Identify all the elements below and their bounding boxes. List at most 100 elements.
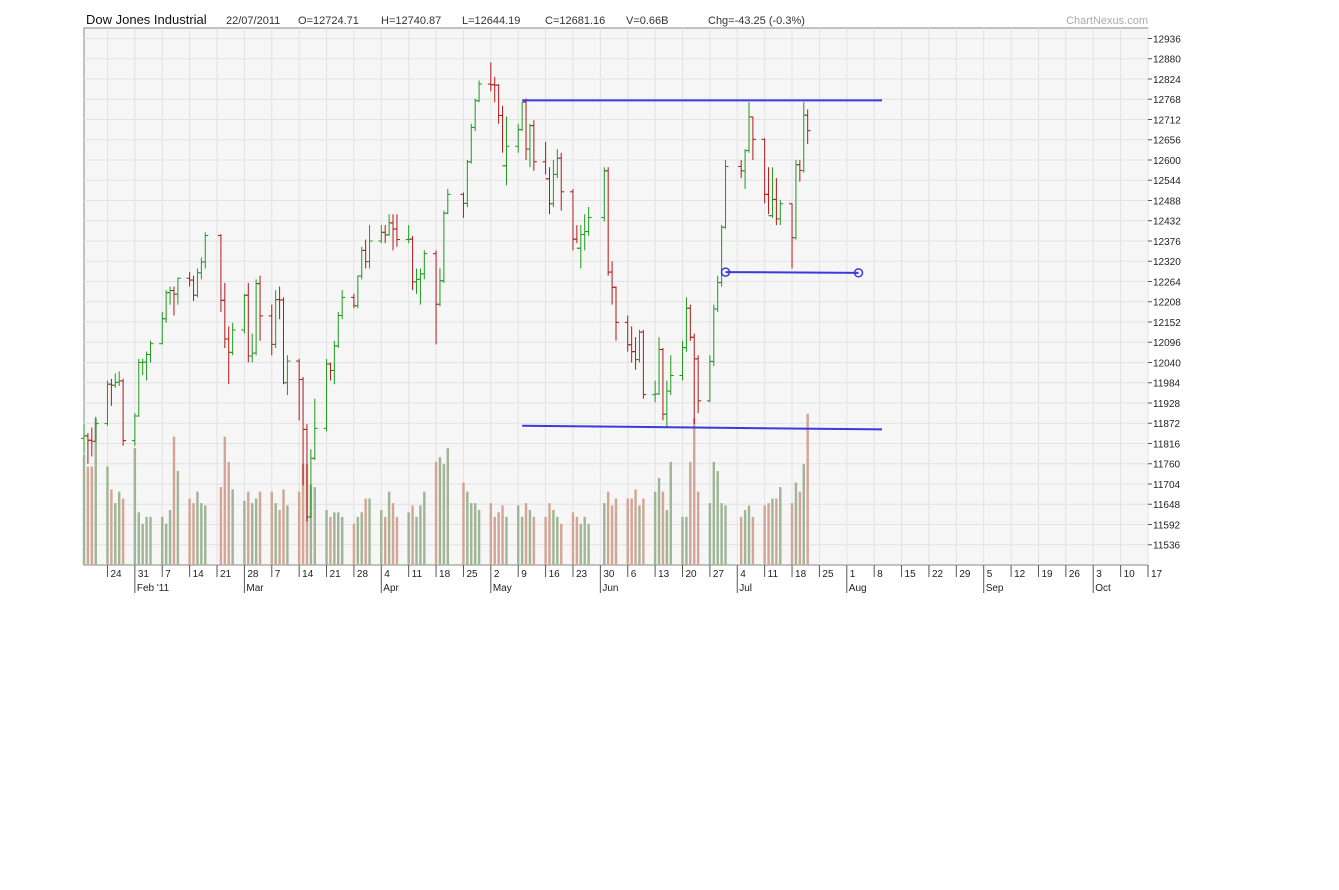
volume-bar [724, 505, 727, 565]
ohlc-bar [585, 207, 592, 236]
x-tick-label: 15 [905, 569, 917, 580]
x-tick-label: 4 [384, 569, 390, 580]
volume-bar [90, 466, 94, 565]
y-tick-label: 12824 [1153, 75, 1181, 86]
volume-bar [333, 512, 336, 565]
ohlc-bar [777, 199, 784, 226]
volume-bar [149, 516, 152, 565]
x-tick-label: 19 [1041, 569, 1053, 580]
volume-bar [771, 498, 774, 565]
y-tick-label: 12264 [1153, 277, 1181, 288]
volume-bar [419, 505, 422, 565]
ohlc-bar [476, 80, 483, 103]
x-tick-label: 11 [412, 569, 423, 580]
volume-bar [696, 491, 700, 565]
ohlc-bar [749, 116, 756, 160]
volume-bar [532, 516, 536, 565]
volume-bar [133, 448, 137, 565]
y-tick-label: 11648 [1153, 500, 1181, 511]
ohlc-bar [393, 214, 400, 247]
volume-bar [391, 503, 395, 565]
x-tick-label: 11 [768, 569, 779, 580]
volume-bar [172, 436, 176, 565]
ohlc-bar [147, 340, 154, 363]
y-tick-label: 11536 [1153, 541, 1181, 552]
x-tick-label: 23 [576, 569, 588, 580]
volume-bar [763, 505, 766, 565]
volume-bar [544, 516, 547, 565]
volume-bar [286, 505, 289, 565]
ohlc-bar [311, 398, 318, 461]
volume-bar [141, 523, 144, 565]
header-volume: V=0.66B [626, 15, 669, 27]
volume-bar [751, 516, 755, 565]
volume-bar [528, 510, 532, 565]
volume-bar [387, 491, 391, 565]
volume-bar [739, 516, 743, 565]
volume-bar [603, 503, 606, 565]
volume-bar [110, 489, 113, 565]
x-tick-label: 25 [466, 569, 478, 580]
y-tick-label: 12096 [1153, 338, 1181, 349]
volume-bar [520, 516, 524, 565]
trendline-handle [853, 268, 864, 278]
month-label: Sep [986, 583, 1004, 594]
x-tick-label: 21 [220, 569, 232, 580]
volume-bar [383, 516, 387, 565]
volume-bar [188, 498, 191, 565]
ohlc-bar [229, 322, 236, 356]
chart-header: Dow Jones Industrial 22/07/2011 O=12724.… [86, 12, 1148, 27]
x-axis: 24 31 7 14 21 28 7 14 21 28 4 11 18 25 2 9 16 23 30 6 13 20 27… [106, 565, 1163, 594]
volume-bar [415, 516, 418, 565]
y-tick-label: 12432 [1153, 217, 1181, 228]
x-tick-label: 27 [713, 569, 725, 580]
ohlc-bar [92, 416, 99, 443]
y-tick-label: 12320 [1153, 257, 1181, 268]
volume-bar [505, 516, 508, 565]
volume-bar [247, 491, 250, 565]
volume-bar [356, 516, 360, 565]
y-tick-label: 12656 [1153, 136, 1181, 147]
trendline [725, 271, 859, 274]
trendlines [522, 99, 883, 431]
volume-bar [587, 523, 590, 565]
volume-bar [301, 464, 305, 565]
x-tick-label: 30 [603, 569, 615, 580]
volume-bar [145, 516, 148, 565]
ohlc-bar [558, 152, 565, 211]
volume-bar [775, 498, 778, 565]
volume-bar [489, 503, 493, 565]
volume-bar [325, 510, 328, 565]
volume-bar [653, 491, 657, 565]
volume-bar [274, 503, 277, 565]
volume-bar [223, 436, 227, 565]
volume-bar [470, 503, 473, 565]
volume-bar [360, 512, 363, 565]
y-tick-label: 11704 [1153, 480, 1181, 491]
volume-bar [477, 510, 481, 565]
month-label: Oct [1095, 583, 1111, 594]
volume-bar [665, 510, 669, 565]
volume-bar [661, 491, 665, 565]
volume-bar [121, 498, 125, 565]
ohlc-bar [695, 355, 702, 414]
volume-bar [610, 505, 614, 565]
volume-bar [708, 503, 712, 565]
x-tick-label: 14 [302, 569, 314, 580]
volume-bar [297, 491, 301, 565]
y-tick-label: 12880 [1153, 55, 1181, 66]
x-tick-label: 24 [110, 569, 122, 580]
header-low: L=12644.19 [462, 15, 520, 27]
month-label: Jun [602, 583, 618, 594]
ohlc-bar [284, 355, 291, 396]
x-tick-label: 10 [1124, 569, 1136, 580]
ohlc-bar [202, 232, 209, 269]
volume-bar [446, 448, 450, 565]
volume-bar [117, 491, 121, 565]
volume-bar [657, 477, 661, 565]
volume-bar [575, 516, 579, 565]
volume-bar [164, 523, 168, 565]
volume-bar [802, 464, 805, 565]
x-tick-label: 9 [521, 569, 527, 580]
